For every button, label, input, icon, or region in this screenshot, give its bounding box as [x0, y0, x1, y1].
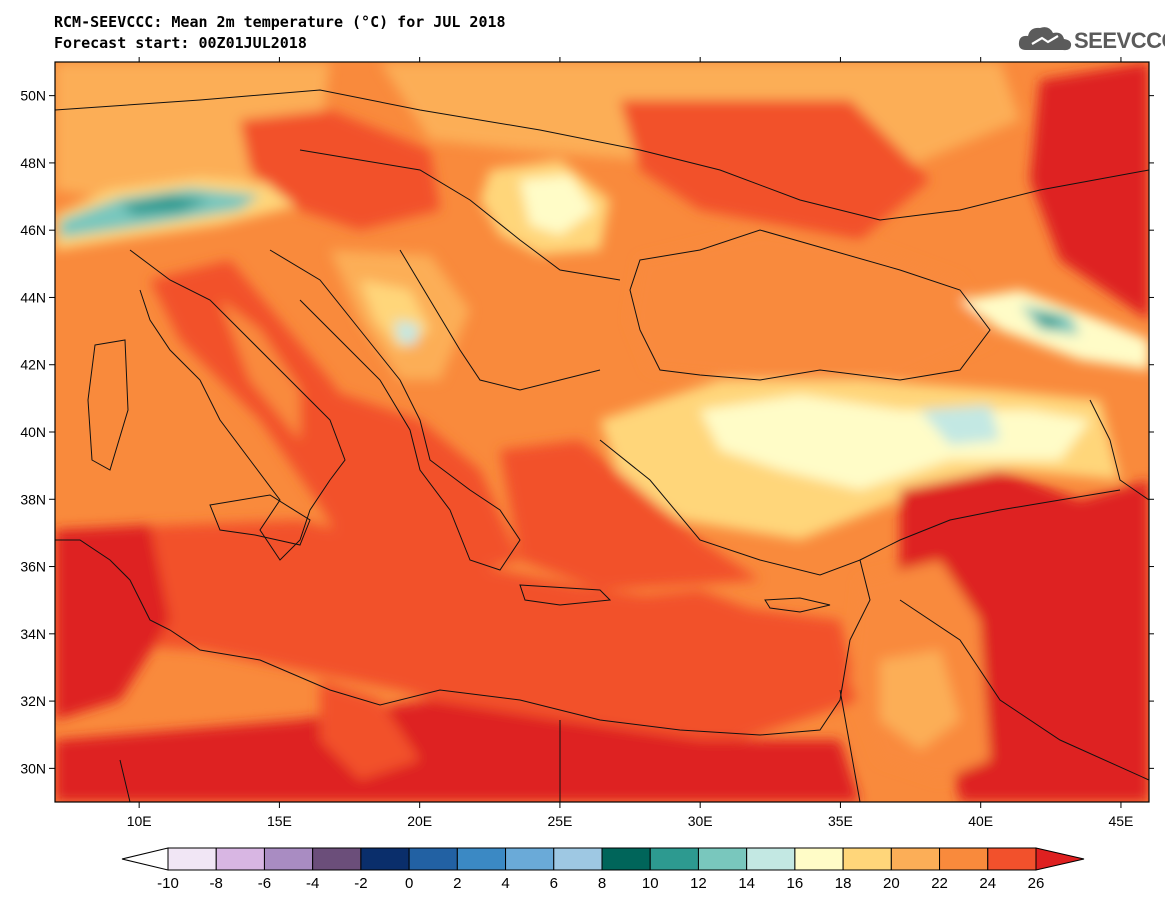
colorbar-swatch [456, 847, 507, 871]
field-tunisia [55, 525, 170, 720]
colorbar-swatch [312, 847, 362, 871]
colorbar-label: 12 [690, 875, 707, 892]
colorbar-label: 18 [835, 875, 852, 892]
colorbar-label: -8 [210, 875, 223, 892]
colorbar-swatch [553, 847, 603, 871]
lat-label: 46N [20, 222, 46, 238]
colorbar-label: 24 [979, 875, 996, 892]
colorbar-label: -2 [354, 875, 367, 892]
lat-label: 32N [20, 693, 46, 709]
field-libya-egypt [55, 700, 860, 802]
colorbar-swatch [987, 847, 1037, 871]
colorbar-swatch [939, 847, 989, 871]
colorbar-label: 22 [931, 875, 948, 892]
colorbar-label: 4 [501, 875, 509, 892]
longitude-axis: 10E 15E 20E 25E 30E 35E 40E 45E [127, 57, 1133, 829]
colorbar-swatch [890, 847, 941, 871]
latitude-axis: 50N 48N 46N 44N 42N 40N 38N 36N 34N 32N 30N [20, 88, 1154, 776]
sicily [209, 494, 311, 546]
lon-label: 10E [127, 813, 152, 829]
colorbar-label: 8 [598, 875, 606, 892]
sardinia-corsica [87, 339, 129, 471]
colorbar-swatch [215, 847, 265, 871]
colorbar-label: 10 [642, 875, 659, 892]
title-line-1: RCM-SEEVCCC: Mean 2m temperature (°C) fo… [54, 13, 506, 31]
lon-label: 40E [968, 813, 993, 829]
crete [519, 584, 612, 606]
colorbar-swatch [167, 847, 217, 871]
colorbar-swatch [697, 847, 748, 871]
lat-label: 34N [20, 626, 46, 642]
colorbar-swatch [408, 847, 458, 871]
colorbar-label: -6 [258, 875, 271, 892]
black-sea-coast [629, 229, 991, 381]
colorbar-label: 6 [550, 875, 558, 892]
cyprus [764, 597, 831, 613]
colorbar-label: -10 [157, 875, 179, 892]
lon-label: 35E [828, 813, 853, 829]
colorbar-swatch [794, 847, 844, 871]
colorbar-label: -4 [306, 875, 319, 892]
lat-label: 36N [20, 559, 46, 575]
lon-label: 25E [547, 813, 572, 829]
temperature-field [55, 62, 1149, 802]
lon-label: 45E [1108, 813, 1133, 829]
colorbar-swatch [505, 847, 555, 871]
lon-label: 30E [688, 813, 713, 829]
colorbar-label: 26 [1028, 875, 1045, 892]
colorbar-label: 2 [453, 875, 461, 892]
colorbar-label: 14 [738, 875, 755, 892]
map-title: RCM-SEEVCCC: Mean 2m temperature (°C) fo… [54, 12, 506, 54]
logo-text: SEEVCCC [1074, 28, 1165, 53]
colorbar-swatch [601, 847, 651, 871]
colorbar-swatch [746, 847, 796, 871]
colorbar-under-triangle [121, 847, 169, 871]
lat-label: 44N [20, 289, 46, 305]
lat-label: 30N [20, 760, 46, 776]
lat-label: 38N [20, 491, 46, 507]
field-black-sea [630, 230, 990, 380]
colorbar-label: 16 [787, 875, 804, 892]
lat-label: 42N [20, 357, 46, 373]
colorbar-label: 20 [883, 875, 900, 892]
colorbar-label: 0 [405, 875, 413, 892]
colorbar: -10 -8 -6 -4 -2 0 2 4 6 8 10 12 14 16 18 20 22 24 26 [121, 847, 1085, 892]
field-med-sea [55, 520, 860, 740]
lat-label: 48N [20, 155, 46, 171]
colorbar-swatch [360, 847, 410, 871]
title-line-2: Forecast start: 00Z01JUL2018 [54, 34, 307, 52]
field-pannonia [240, 110, 440, 230]
seevccc-logo: SEEVCCC [1016, 22, 1165, 56]
lon-label: 15E [267, 813, 292, 829]
colorbar-over-triangle [1035, 847, 1085, 871]
colorbar-swatch [263, 847, 314, 871]
colorbar-swatch [842, 847, 892, 871]
lon-label: 20E [407, 813, 432, 829]
lat-label: 40N [20, 424, 46, 440]
lat-label: 50N [20, 88, 46, 104]
cloud-icon [1018, 27, 1072, 51]
field-caspian [1030, 62, 1149, 320]
colorbar-swatch [649, 847, 699, 871]
coastlines [55, 89, 1149, 802]
